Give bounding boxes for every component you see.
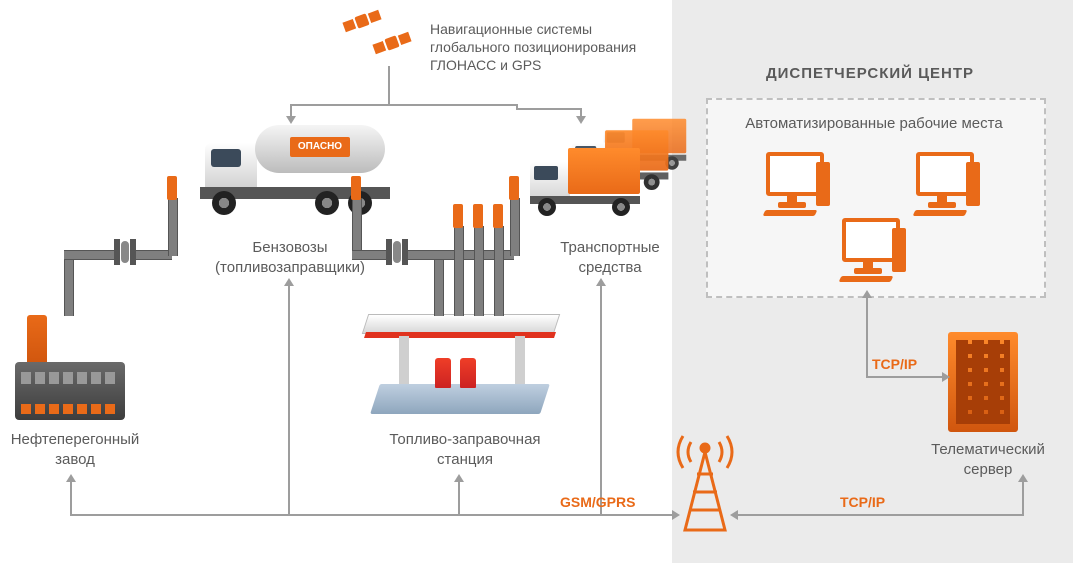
pipe-tip-icon bbox=[473, 204, 483, 228]
signal-line bbox=[600, 284, 602, 516]
signal-line bbox=[866, 376, 944, 378]
arrow-up-icon bbox=[596, 278, 606, 286]
arrow-up-icon bbox=[284, 278, 294, 286]
diagram-canvas: ДИСПЕТЧЕРСКИЙ ЦЕНТР Автоматизированные р… bbox=[0, 0, 1073, 563]
signal-line bbox=[288, 284, 290, 516]
pipe bbox=[352, 198, 362, 256]
arrow-up-icon bbox=[1018, 474, 1028, 482]
pipe-tip-icon bbox=[351, 176, 361, 200]
signal-line bbox=[458, 480, 460, 516]
workstation-1-icon bbox=[760, 152, 830, 214]
arrow-down-icon bbox=[286, 116, 296, 124]
tcpip-1-label: TCP/IP bbox=[872, 356, 917, 372]
signal-line bbox=[70, 480, 72, 516]
hazard-badge: ОПАСНО bbox=[290, 137, 350, 157]
pipe bbox=[168, 198, 178, 256]
station-label: Топливо-заправочная станция bbox=[370, 430, 560, 470]
pipe bbox=[454, 226, 464, 316]
refinery-label: Нефтеперегонный завод bbox=[0, 430, 150, 470]
vehicles-fleet-icon bbox=[530, 110, 705, 225]
pipe-joint-1-icon bbox=[112, 239, 138, 265]
gsm-gprs-label: GSM/GPRS bbox=[560, 494, 635, 510]
tcpip-2-label: TCP/IP bbox=[840, 494, 885, 510]
pipe-tip-icon bbox=[167, 176, 177, 200]
pipe-tip-icon bbox=[509, 176, 519, 200]
pipe bbox=[474, 226, 484, 316]
signal-line bbox=[388, 66, 390, 106]
cell-tower-icon bbox=[675, 422, 735, 532]
server-label: Телематический сервер bbox=[918, 440, 1058, 480]
server-icon bbox=[948, 332, 1018, 432]
pipe-tip-icon bbox=[493, 204, 503, 228]
dispatch-title: ДИСПЕТЧЕРСКИЙ ЦЕНТР bbox=[740, 64, 1000, 84]
pipe-tip-icon bbox=[453, 204, 463, 228]
signal-line bbox=[1022, 480, 1024, 516]
arrow-down-icon bbox=[576, 116, 586, 124]
arrow-right-icon bbox=[942, 372, 950, 382]
signal-line bbox=[516, 108, 580, 110]
signal-line bbox=[290, 104, 516, 106]
pipe bbox=[510, 198, 520, 256]
dispatch-box-label: Автоматизированные рабочие места bbox=[716, 114, 1032, 134]
satellites-label: Навигационные системы глобального позици… bbox=[430, 20, 660, 74]
arrow-left-icon bbox=[730, 510, 738, 520]
pipe bbox=[136, 250, 172, 260]
pipe-joint-2-icon bbox=[384, 239, 410, 265]
signal-line bbox=[866, 296, 868, 378]
signal-line bbox=[736, 514, 1024, 516]
fuel-station-icon bbox=[365, 300, 555, 420]
pipe bbox=[494, 226, 504, 316]
vehicles-label: Транспортные средства bbox=[530, 238, 690, 278]
arrow-up-icon bbox=[454, 474, 464, 482]
workstation-3-icon bbox=[836, 218, 906, 280]
satellites-icon bbox=[345, 8, 415, 68]
signal-line bbox=[70, 514, 674, 516]
arrow-right-icon bbox=[672, 510, 680, 520]
workstation-2-icon bbox=[910, 152, 980, 214]
refinery-icon bbox=[15, 310, 125, 420]
arrow-up-icon bbox=[862, 290, 872, 298]
arrow-up-icon bbox=[66, 474, 76, 482]
pipe bbox=[64, 254, 74, 316]
pipe bbox=[352, 250, 388, 260]
